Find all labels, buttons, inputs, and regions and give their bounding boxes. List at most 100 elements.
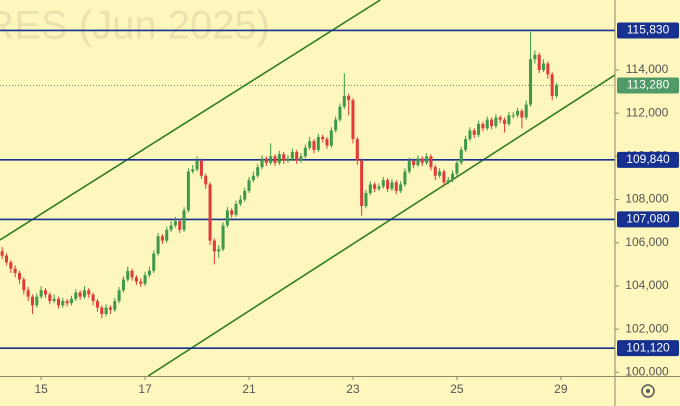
candle-body [22, 279, 26, 291]
candle-body [442, 171, 446, 183]
candle-body [303, 147, 307, 157]
price-label: 109,840 [626, 152, 670, 166]
candle-body [312, 141, 316, 150]
trend-line [0, 0, 381, 241]
y-tick-label: 104,000 [625, 278, 669, 292]
price-label: 113,280 [627, 78, 670, 92]
candle-body [481, 123, 485, 129]
candle-body [407, 160, 411, 172]
price-label-box [617, 340, 679, 357]
x-tick-label: 21 [242, 382, 256, 396]
candle-body [290, 152, 294, 159]
candle-body [477, 123, 481, 135]
candle-body [321, 136, 325, 140]
candle-body [217, 249, 221, 252]
y-tick-label: 108,000 [625, 192, 669, 206]
candle-body [0, 251, 4, 256]
candle-body [130, 270, 134, 278]
candle-body [485, 119, 489, 129]
candle-body [238, 199, 242, 204]
y-tick-label: 100,000 [625, 365, 669, 379]
candle-body [30, 296, 34, 306]
watermark: RES (Jun 2025) [0, 4, 270, 48]
candle-body [134, 277, 138, 282]
candle-body [433, 167, 437, 176]
candle-body [186, 171, 190, 211]
y-tick-label: 102,000 [625, 321, 669, 335]
candle-body [412, 160, 416, 165]
candle-body [273, 156, 277, 163]
candle-body [511, 115, 515, 117]
x-tick-label: 23 [346, 382, 360, 396]
price-label: 115,830 [627, 23, 670, 37]
candle-body [429, 156, 433, 168]
candle-body [377, 186, 381, 189]
candle-body [282, 154, 286, 161]
candle-body [104, 307, 108, 315]
candle-body [451, 173, 455, 181]
plot-area [0, 0, 615, 376]
candle-body [403, 171, 407, 185]
candle-body [221, 225, 225, 250]
candle-body [212, 240, 216, 252]
price-label-box [617, 77, 679, 94]
candle-body [121, 279, 125, 291]
candle-body [13, 268, 17, 273]
candle-body [438, 171, 442, 176]
candle-body [494, 117, 498, 127]
candle-body [464, 139, 468, 150]
candle-body [338, 106, 342, 120]
candle-body [368, 184, 372, 194]
price-label: 107,080 [626, 212, 670, 226]
candle-body [78, 292, 82, 297]
y-tick-label: 106,000 [625, 235, 669, 249]
candle-body [277, 154, 281, 163]
candle-body [373, 184, 377, 189]
settings-button[interactable] [641, 384, 655, 398]
candle-body [108, 307, 112, 310]
candle-body [199, 160, 203, 176]
candle-body [390, 182, 394, 189]
candle-body [334, 119, 338, 131]
candle-body [173, 221, 177, 226]
candle-body [542, 63, 546, 70]
candle-body [455, 162, 459, 174]
candle-body [95, 301, 99, 308]
candle-body [329, 130, 333, 146]
candle-body [546, 63, 550, 75]
candle-body [351, 100, 355, 140]
candle-body [364, 193, 368, 207]
candle-body [204, 175, 208, 185]
candle-body [507, 115, 511, 124]
candle-body [295, 152, 299, 161]
candle-body [61, 301, 65, 306]
candle-body [195, 160, 199, 170]
candle-body [147, 270, 151, 276]
candle-body [9, 262, 13, 269]
candle-body [533, 54, 537, 60]
y-tick-label: 114,000 [626, 62, 669, 76]
price-label: 101,120 [626, 340, 670, 354]
candle-body [56, 298, 60, 306]
candle-body [87, 290, 91, 295]
candle-body [468, 130, 472, 140]
candle-body [139, 281, 143, 284]
candle-body [74, 292, 78, 299]
trend-line [147, 74, 615, 376]
candle-body [17, 272, 22, 280]
candle-body [256, 167, 260, 176]
candle-body [342, 95, 346, 107]
candle-body [537, 54, 541, 70]
candle-body [386, 180, 390, 189]
candle-body [39, 290, 43, 297]
candle-body [117, 290, 121, 302]
x-tick-label: 17 [138, 382, 152, 396]
candle-body [126, 270, 130, 280]
candle-body [520, 111, 524, 118]
candle-body [399, 184, 403, 191]
candle-body [26, 290, 30, 297]
candle-body [425, 156, 429, 163]
candle-body [82, 290, 86, 297]
candle-body [156, 236, 160, 254]
